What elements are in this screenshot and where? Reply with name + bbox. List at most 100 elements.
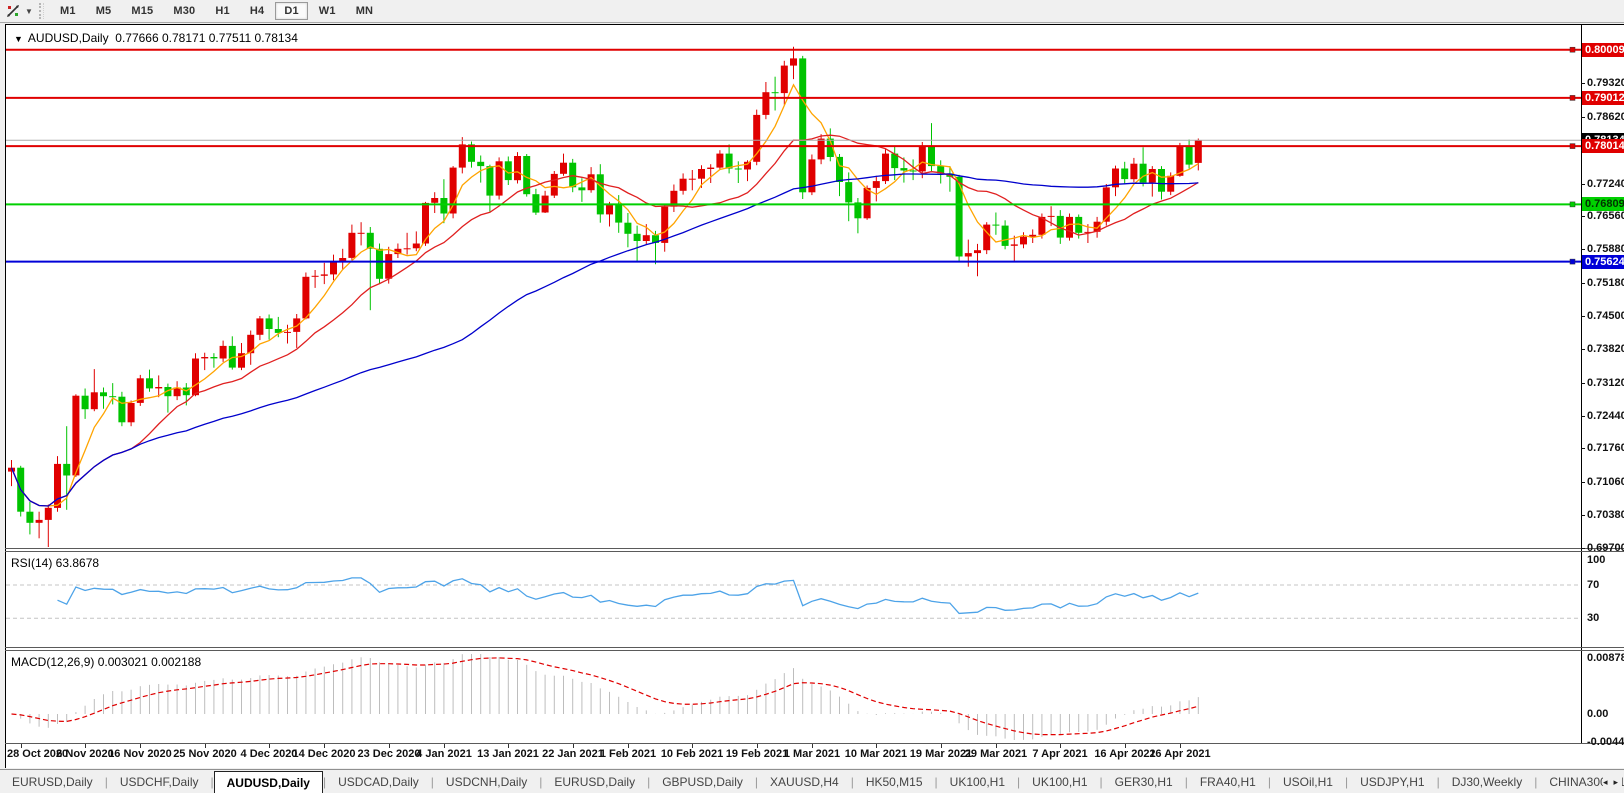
chart-symbol-label: AUDUSD,Daily — [27, 31, 109, 45]
chart-tab-10-uk100-h1[interactable]: UK100,H1 — [1032, 774, 1088, 789]
rsi-tick: 70 — [1587, 579, 1600, 591]
date-tick-mark — [269, 744, 270, 748]
macd-tick: -0.004451 — [1587, 736, 1624, 748]
hline-price-label[interactable]: 0.76809 — [1582, 197, 1624, 211]
chart-tab-7-xauusd-h4[interactable]: XAUUSD,H4 — [770, 774, 839, 789]
price-tick: 0.73120 — [1581, 377, 1624, 389]
date-label: 7 Apr 2021 — [1032, 748, 1088, 760]
chart-tab-3-usdcad-daily[interactable]: USDCAD,Daily — [338, 774, 419, 789]
tab-scroll-right-icon[interactable]: ▸ — [1613, 776, 1618, 787]
chart-tab-9-uk100-h1[interactable]: UK100,H1 — [949, 774, 1006, 789]
chart-tab-4-usdcnh-daily[interactable]: USDCNH,Daily — [445, 774, 528, 789]
chart-tab-15-dj30-weekly[interactable]: DJ30,Weekly — [1451, 774, 1523, 789]
timeframe-buttons: M1 M5 M15 M30 H1 H4 D1 W1 MN — [50, 2, 383, 20]
macd-tick: 0.008782 — [1587, 652, 1624, 664]
date-label: 23 Dec 2020 — [357, 748, 421, 760]
collapse-triangle-icon[interactable]: ▼ — [14, 34, 23, 44]
tab-separator: | — [322, 774, 327, 789]
timeframe-button-w1[interactable]: W1 — [318, 5, 336, 17]
tab-separator: | — [1344, 774, 1349, 789]
chart-tab-2-audusd-daily[interactable]: AUDUSD,Daily — [213, 771, 323, 793]
tab-separator: | — [1184, 774, 1188, 789]
timeframe-button-m30[interactable]: M30 — [173, 5, 196, 17]
panel-separator[interactable] — [5, 650, 1624, 651]
chart-tab-0-eurusd-daily[interactable]: EURUSD,Daily — [12, 774, 93, 789]
date-label: 4 Jan 2021 — [416, 748, 472, 760]
date-tick-mark — [324, 744, 325, 748]
tool-dropdown-caret-icon[interactable]: ▼ — [25, 6, 33, 16]
timeframe-button-m5[interactable]: M5 — [95, 5, 112, 17]
chart-tab-bar: EURUSD,Daily | USDCHF,Daily | AUDUSD,Daily | U… — [0, 769, 1624, 793]
date-tick-mark — [692, 744, 693, 748]
date-tick-mark — [996, 744, 997, 748]
tab-separator: | — [1267, 774, 1271, 789]
date-axis[interactable]: 28 Oct 2020 6 Nov 2020 16 Nov 2020 25 Nov 2… — [6, 744, 1581, 768]
chart-title: ▼ AUDUSD,Daily 0.77666 0.78171 0.77511 0.… — [14, 31, 298, 45]
hline-price-label[interactable]: 0.79012 — [1582, 91, 1624, 105]
date-tick-mark — [876, 744, 877, 748]
date-label: 10 Feb 2021 — [660, 748, 724, 760]
hline-price-label[interactable]: 0.75624 — [1582, 255, 1624, 269]
tab-separator: | — [430, 774, 434, 789]
chart-ohlc-values: 0.77666 0.78171 0.77511 0.78134 — [115, 31, 298, 45]
crosshair-tool-icon[interactable] — [3, 2, 23, 20]
timeframe-toolbar: ▼ M1 M5 M15 M30 H1 H4 D1 W1 MN — [0, 0, 1624, 23]
panel-separator[interactable] — [5, 647, 1624, 648]
date-label: 6 Nov 2020 — [56, 748, 114, 760]
chart-bottom-border — [5, 743, 1624, 744]
timeframe-button-h4[interactable]: H4 — [249, 5, 265, 17]
chart-tab-14-usdjpy-h1[interactable]: USDJPY,H1 — [1360, 774, 1425, 789]
chart-tab-11-ger30-h1[interactable]: GER30,H1 — [1114, 774, 1173, 789]
chart-tabs: EURUSD,Daily | USDCHF,Daily | AUDUSD,Daily | U… — [0, 770, 1624, 793]
tab-separator: | — [647, 774, 651, 789]
date-label: 13 Jan 2021 — [477, 748, 539, 760]
timeframe-button-m1[interactable]: M1 — [60, 5, 76, 17]
price-tick: 0.76560 — [1581, 210, 1624, 222]
tab-separator: | — [850, 774, 854, 789]
tab-scroll-left-icon[interactable]: ◂ — [1602, 776, 1608, 787]
chart-tab-12-fra40-h1[interactable]: FRA40,H1 — [1199, 774, 1256, 789]
date-label: 28 Oct 2020 — [7, 748, 69, 760]
macd-label: MACD(12,26,9) 0.003021 0.002188 — [11, 655, 202, 669]
rsi-label: RSI(14) 63.8678 — [11, 556, 100, 570]
chart-tab-8-hk50-m15[interactable]: HK50,M15 — [865, 774, 923, 789]
tab-separator: | — [539, 774, 543, 789]
tab-separator: | — [754, 774, 759, 789]
timeframe-button-h1[interactable]: H1 — [215, 5, 230, 17]
panel-separator[interactable] — [5, 551, 1624, 552]
date-tick-mark — [628, 744, 629, 748]
date-tick-mark — [573, 744, 574, 748]
date-tick-mark — [389, 744, 390, 748]
price-chart-area[interactable] — [6, 24, 1581, 548]
rsi-panel[interactable] — [6, 552, 1581, 647]
chart-tab-13-usoil-h1[interactable]: USOil,H1 — [1282, 774, 1333, 789]
panel-separator[interactable] — [5, 548, 1624, 549]
date-tick-mark — [444, 744, 445, 748]
chart-tab-5-eurusd-daily[interactable]: EURUSD,Daily — [554, 774, 636, 789]
tab-separator: | — [1099, 774, 1103, 789]
timeframe-button-d1[interactable]: D1 — [275, 2, 308, 20]
price-tick: 0.75880 — [1581, 243, 1624, 255]
chart-tab-1-usdchf-daily[interactable]: USDCHF,Daily — [119, 774, 199, 789]
price-tick: 0.69700 — [1581, 542, 1624, 554]
tab-separator: | — [1017, 774, 1021, 789]
hline-price-label[interactable]: 0.78014 — [1582, 139, 1624, 153]
date-label: 22 Jan 2021 — [542, 748, 604, 760]
timeframe-button-m15[interactable]: M15 — [131, 5, 154, 17]
date-label: 14 Dec 2020 — [292, 748, 356, 760]
macd-panel[interactable] — [6, 651, 1581, 743]
macd-tick: 0.00 — [1587, 708, 1609, 720]
price-tick: 0.75180 — [1581, 277, 1624, 289]
hline-price-label[interactable]: 0.80009 — [1582, 43, 1624, 57]
price-tick: 0.78620 — [1581, 111, 1624, 123]
date-tick-mark — [1060, 744, 1061, 748]
chart-tab-6-gbpusd-daily[interactable]: GBPUSD,Daily — [662, 774, 743, 789]
timeframe-button-mn[interactable]: MN — [355, 5, 374, 17]
date-tick-mark — [21, 744, 22, 748]
rsi-tick: 30 — [1587, 612, 1600, 624]
date-label: 19 Feb 2021 — [725, 748, 789, 760]
date-tick-mark — [1180, 744, 1181, 748]
toolbar-grip[interactable] — [39, 3, 44, 19]
date-label: 16 Nov 2020 — [108, 748, 172, 760]
